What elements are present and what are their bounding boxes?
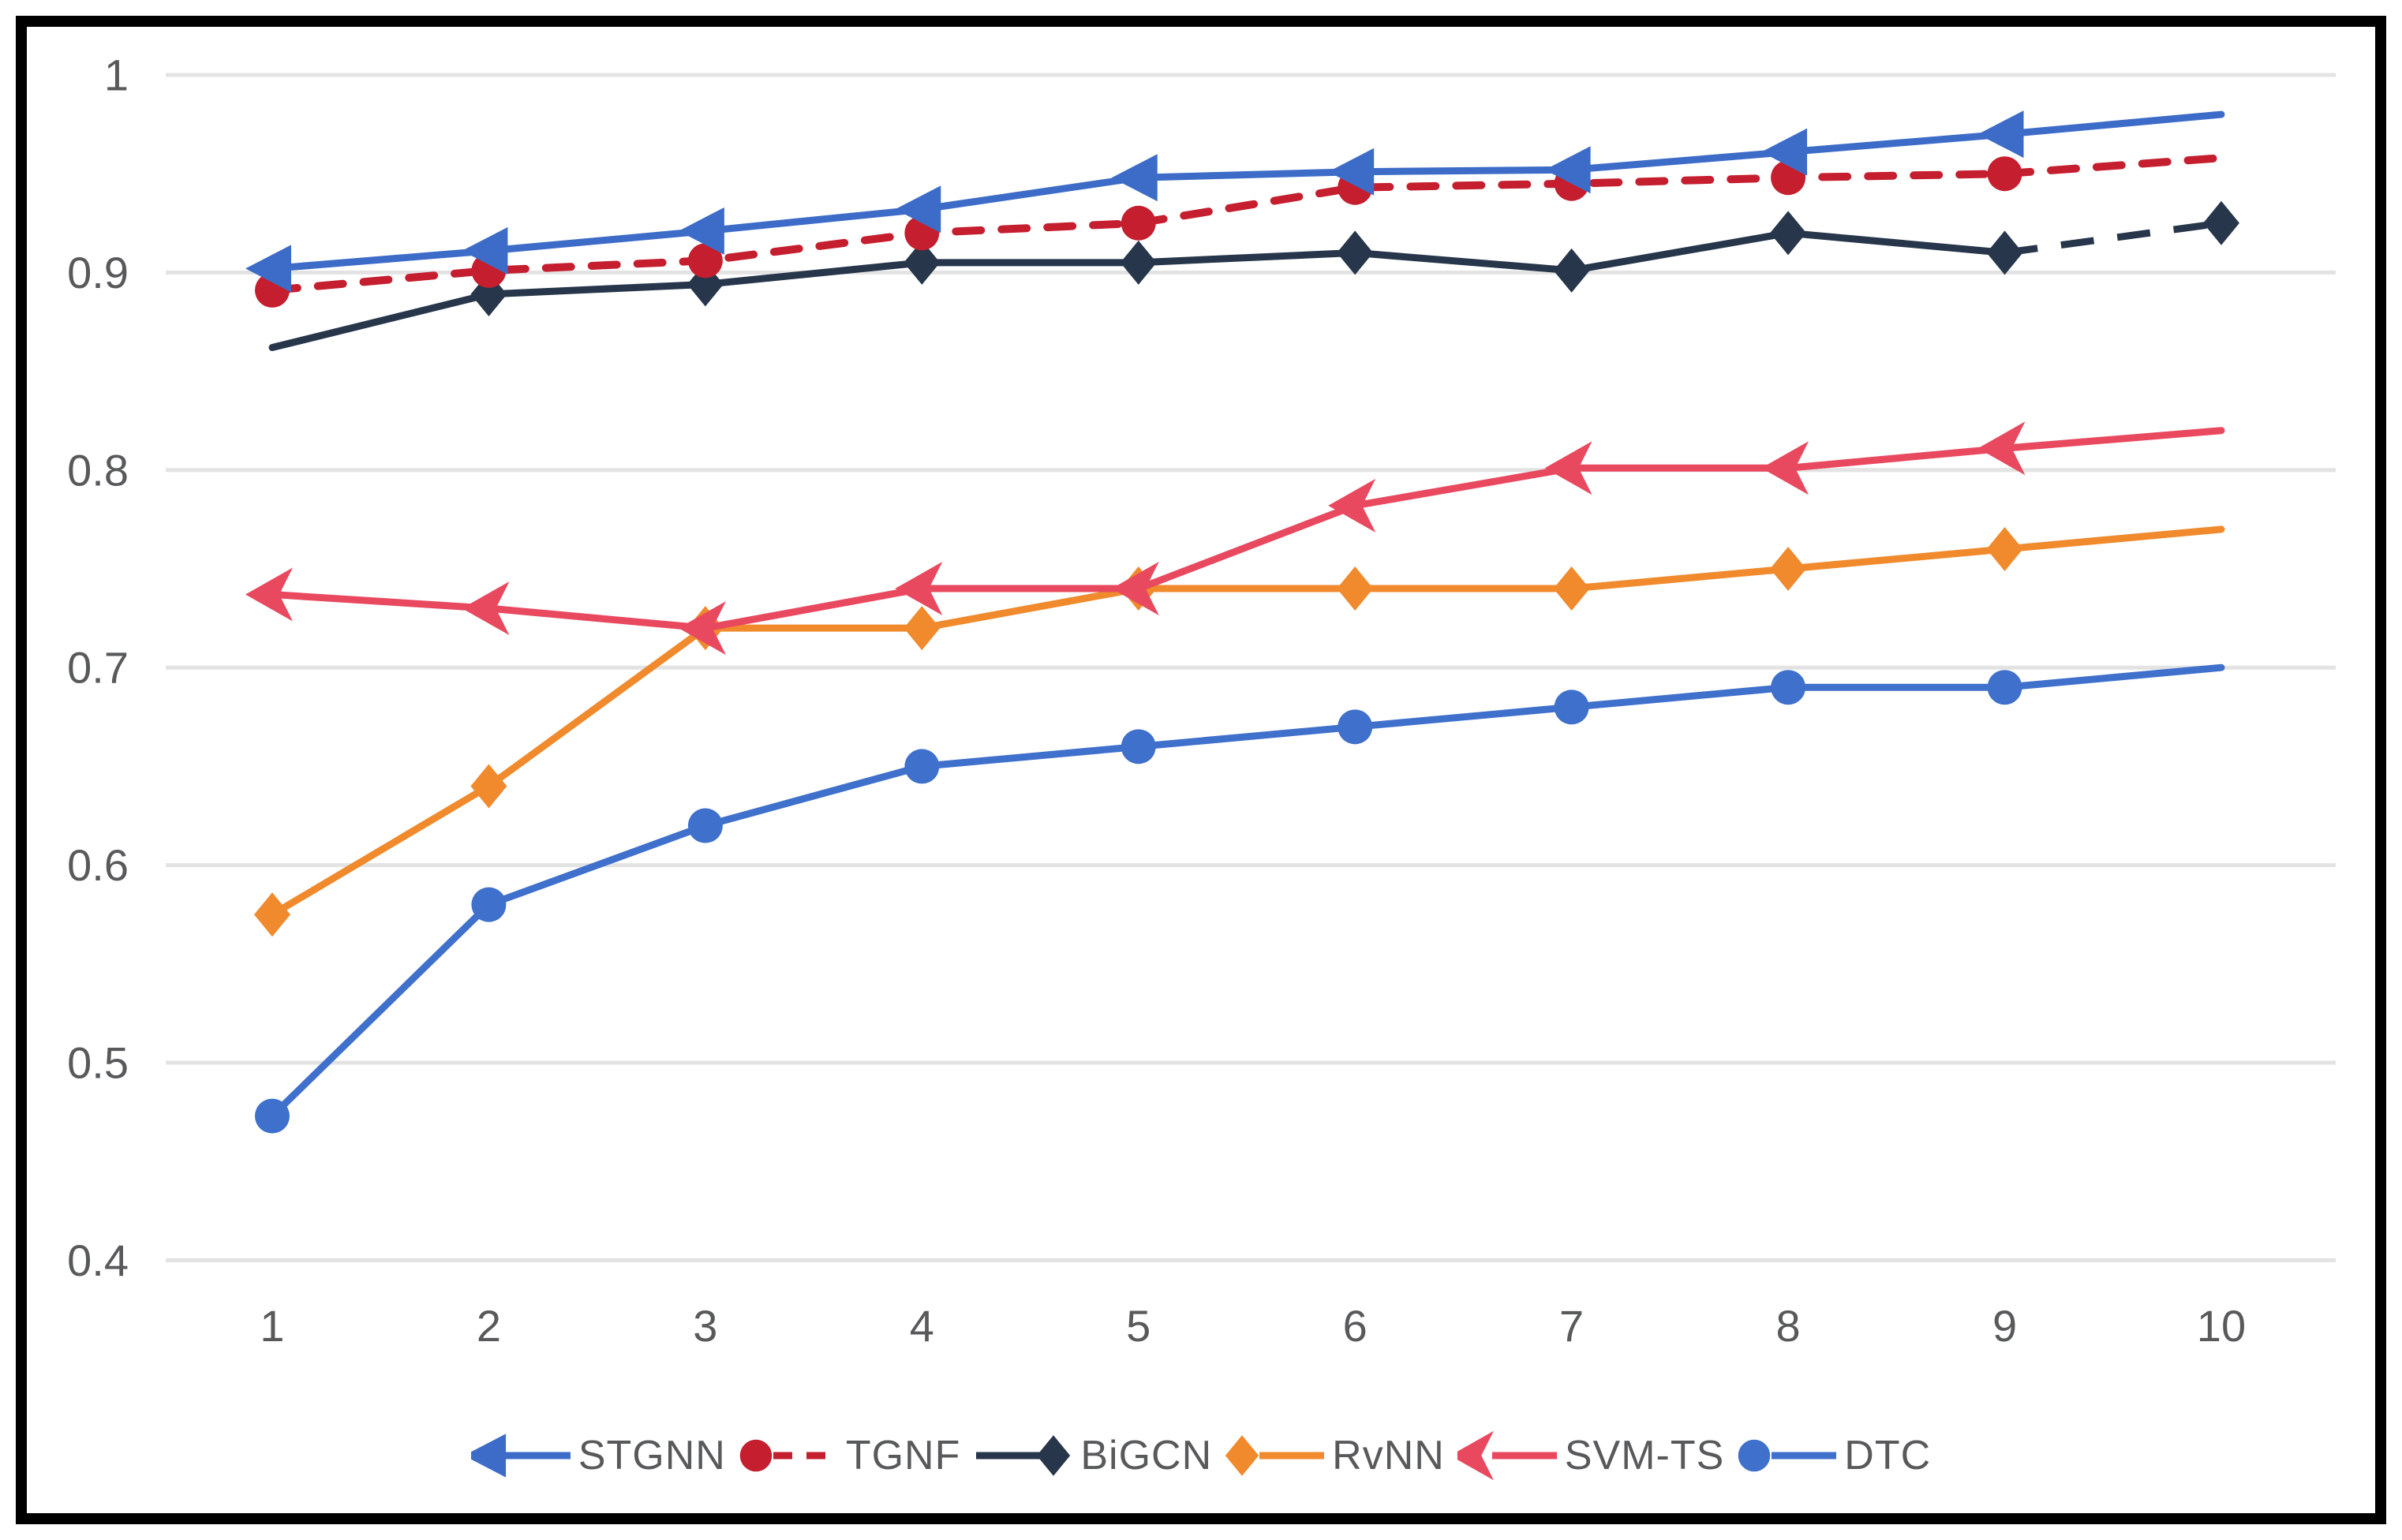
chart-frame-border — [16, 16, 2386, 1524]
circle-marker — [1987, 156, 2022, 192]
y-tick-label: 0.5 — [67, 1038, 129, 1088]
y-tick-label: 1 — [104, 50, 129, 100]
dart-left-marker — [1457, 1430, 1494, 1481]
series-line-SVM-TS — [268, 427, 2225, 632]
circle-marker — [1987, 670, 2022, 705]
series-line-DTC — [268, 663, 2225, 1120]
circle-marker — [471, 887, 507, 922]
arrow-left-marker — [1761, 128, 1808, 176]
arrow-left-marker — [245, 245, 291, 293]
circle-marker — [1338, 709, 1373, 745]
circle-marker — [904, 749, 940, 784]
dart-left-marker — [1544, 441, 1592, 495]
legend-item-bigcn: BiGCN — [973, 1427, 1212, 1484]
series-line-RvNN — [268, 525, 2225, 918]
diamond-marker — [1337, 566, 1374, 611]
dart-left-marker — [1328, 478, 1376, 533]
legend-item-rvnn: RvNN — [1225, 1427, 1445, 1484]
legend-item-stgnn: STGNN — [470, 1427, 726, 1484]
legend-label-svm-ts: SVM-TS — [1564, 1433, 1725, 1478]
series-line-STGNN — [268, 110, 2225, 272]
dart-left-marker — [895, 562, 943, 616]
arrow-left-marker — [895, 185, 941, 234]
circle-marker — [1121, 729, 1156, 764]
diamond-marker — [470, 764, 507, 809]
diamond-marker — [254, 892, 290, 937]
dart-left-marker — [245, 567, 293, 622]
diamond-marker — [1770, 547, 1807, 591]
legend-marker-stgnn — [470, 1433, 571, 1478]
x-tick-label: 9 — [1992, 1301, 2017, 1351]
y-tick-label: 0.6 — [67, 840, 129, 890]
circle-marker — [1121, 205, 1156, 241]
diamond-marker — [1337, 230, 1374, 275]
x-tick-label: 3 — [693, 1301, 717, 1351]
y-tick-label: 0.9 — [67, 248, 129, 297]
legend-marker-tgnf — [739, 1439, 838, 1472]
circle-marker — [1554, 690, 1589, 725]
legend-marker-rvnn — [1225, 1435, 1325, 1476]
dart-left-marker — [678, 601, 726, 656]
legend-label-stgnn: STGNN — [578, 1433, 726, 1478]
dart-left-marker — [1761, 441, 1809, 495]
arrow-left-marker — [1111, 154, 1158, 202]
circle-marker — [687, 808, 723, 843]
x-tick-label: 10 — [2197, 1301, 2246, 1351]
arrow-left-marker — [470, 1433, 506, 1478]
circle-marker — [739, 1439, 773, 1472]
dart-left-marker — [1111, 562, 1159, 616]
y-tick-label: 0.8 — [67, 445, 129, 495]
legend-label-dtc: DTC — [1844, 1433, 1932, 1478]
dart-left-marker — [462, 581, 510, 636]
diamond-marker — [2202, 200, 2239, 245]
diamond-marker — [1553, 248, 1590, 293]
diamond-marker — [1120, 240, 1157, 285]
diamond-marker — [1770, 211, 1807, 256]
y-tick-label: 0.4 — [67, 1235, 129, 1285]
diamond-marker — [1986, 526, 2023, 571]
circle-marker — [255, 1098, 290, 1134]
circle-marker — [687, 243, 723, 278]
x-tick-label: 5 — [1126, 1301, 1150, 1351]
x-tick-label: 2 — [477, 1301, 501, 1351]
arrow-left-marker — [462, 226, 508, 275]
legend-label-bigcn: BiGCN — [1080, 1433, 1213, 1478]
series-line-TGNF — [268, 154, 2225, 294]
legend-item-dtc: DTC — [1737, 1427, 1931, 1484]
dart-left-marker — [1977, 421, 2026, 476]
y-tick-label: 0.7 — [67, 643, 129, 693]
diamond-marker — [1986, 230, 2023, 275]
circle-marker — [1771, 670, 1806, 705]
x-tick-label: 7 — [1559, 1301, 1584, 1351]
arrow-left-marker — [1328, 148, 1375, 196]
legend-label-rvnn: RvNN — [1332, 1433, 1445, 1478]
arrow-left-marker — [678, 207, 724, 255]
x-tick-label: 1 — [260, 1301, 284, 1351]
diamond-marker — [904, 606, 941, 651]
legend-item-svm-ts: SVM-TS — [1457, 1427, 1724, 1484]
diamond-marker — [1553, 566, 1590, 611]
arrow-left-marker — [1977, 110, 2024, 159]
x-tick-label: 4 — [910, 1301, 934, 1351]
chart-legend: STGNN TGNF BiGCN RvNN SVM-TS DTC — [32, 1416, 2370, 1495]
legend-item-tgnf: TGNF — [739, 1427, 961, 1484]
legend-label-tgnf: TGNF — [845, 1433, 961, 1478]
x-tick-label: 6 — [1343, 1301, 1367, 1351]
diamond-marker — [1225, 1435, 1259, 1476]
circle-marker — [1738, 1439, 1771, 1472]
legend-marker-svm-ts — [1457, 1430, 1557, 1481]
diamond-marker — [904, 240, 941, 285]
legend-marker-dtc — [1738, 1439, 1837, 1472]
diamond-marker — [1037, 1435, 1071, 1476]
arrow-left-marker — [1544, 146, 1591, 194]
series-line-BiGCN-dashed-end — [2004, 219, 2222, 256]
x-tick-label: 8 — [1776, 1301, 1801, 1351]
legend-marker-bigcn — [976, 1435, 1071, 1476]
